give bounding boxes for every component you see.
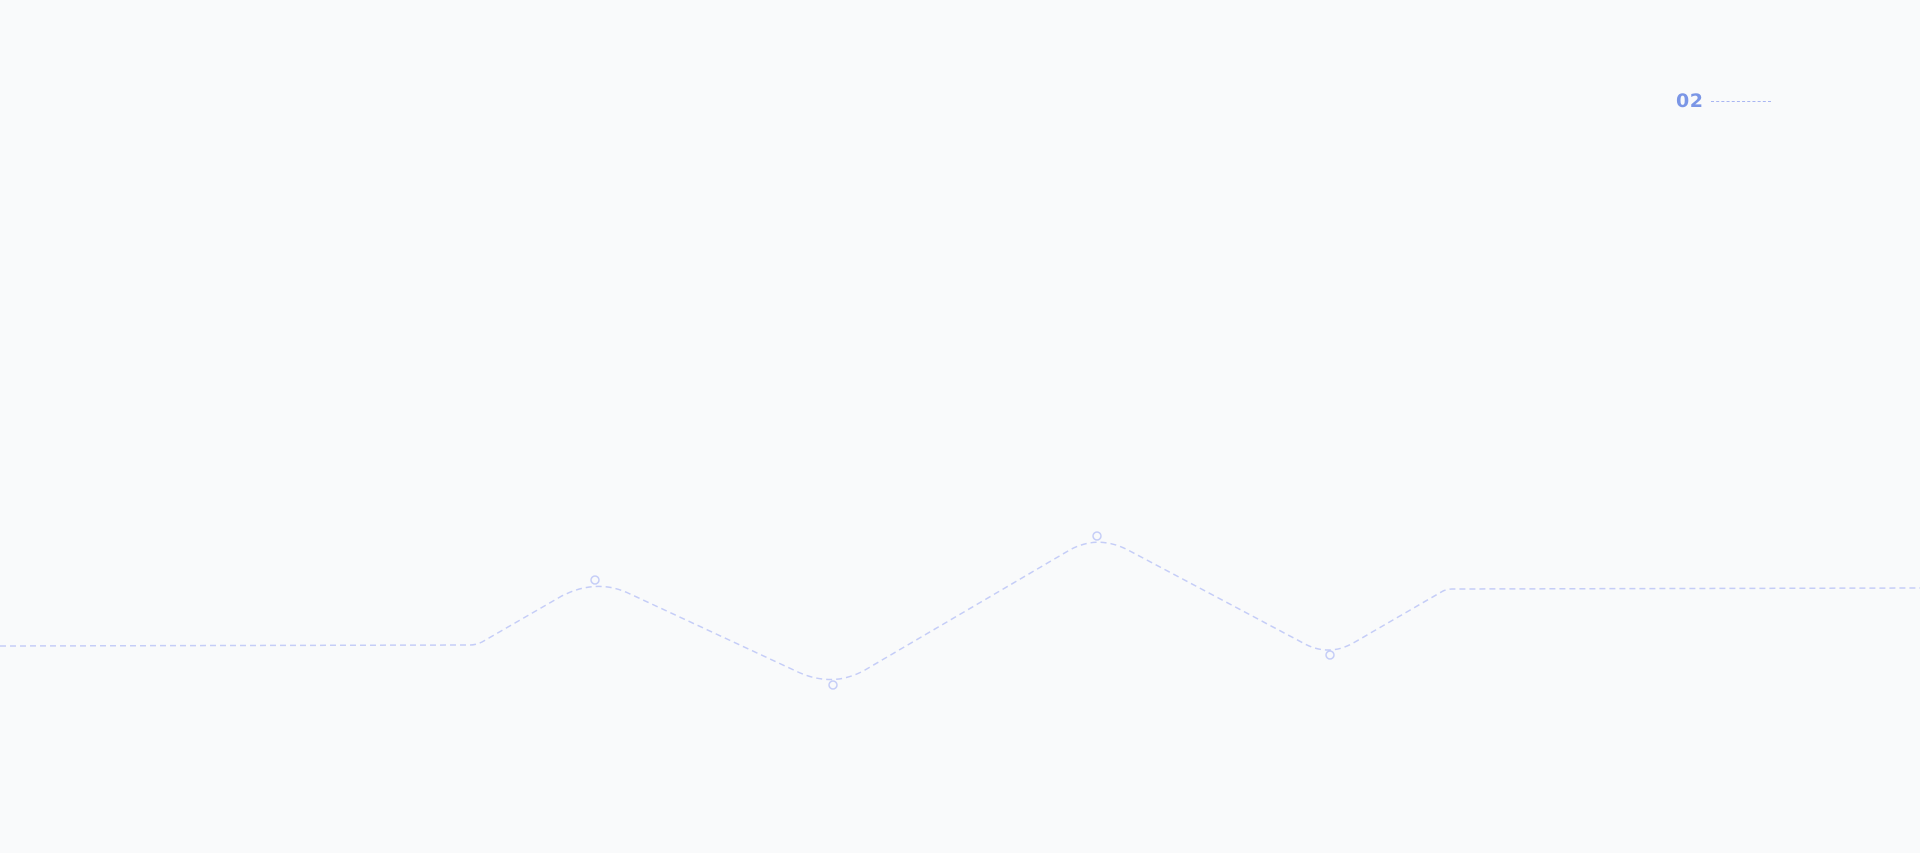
section-number: 02 bbox=[1676, 90, 1704, 112]
wave-node-3 bbox=[1092, 531, 1102, 541]
wave-node-2 bbox=[828, 680, 838, 690]
wave-node-1 bbox=[590, 575, 600, 585]
wave-line bbox=[0, 541, 1920, 681]
section-dash-line bbox=[1711, 100, 1772, 102]
section-02-marker: 02 bbox=[1676, 89, 1772, 113]
wave-node-4 bbox=[1325, 650, 1335, 660]
